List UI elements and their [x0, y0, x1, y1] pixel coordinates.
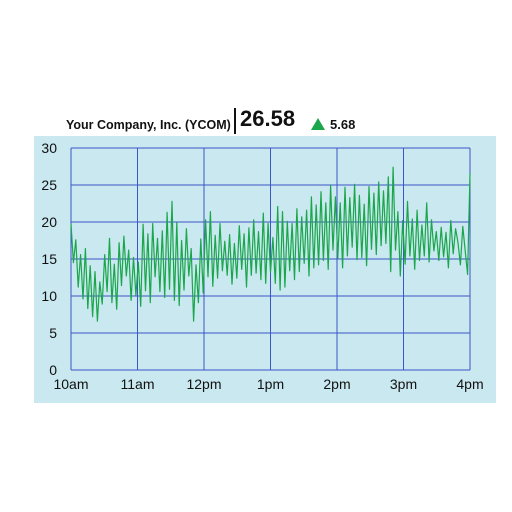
y-tick-label: 10: [41, 288, 57, 304]
y-tick-label: 5: [49, 325, 57, 341]
x-tick-label: 11am: [121, 376, 155, 392]
y-tick-label: 15: [41, 251, 57, 267]
y-tick-label: 25: [41, 177, 57, 193]
header-divider: [234, 108, 236, 134]
y-tick-label: 0: [49, 362, 57, 378]
price-change: 5.68: [330, 117, 356, 132]
x-tick-label: 4pm: [456, 376, 483, 392]
chart-panel: 0 5 10 15 20 25 30 10am 11am 12pm 1pm 2pm 3pm 4pm: [34, 136, 496, 403]
x-tick-label: 12pm: [186, 376, 221, 392]
line-chart: 0 5 10 15 20 25 30 10am 11am 12pm 1pm 2pm 3pm 4pm: [41, 140, 483, 392]
x-tick-label: 1pm: [257, 376, 284, 392]
x-tick-label: 2pm: [323, 376, 350, 392]
price-series-line: [70, 166, 471, 322]
up-arrow-icon: [311, 118, 325, 130]
stock-price: 26.58: [240, 106, 296, 131]
x-tick-label: 3pm: [390, 376, 417, 392]
y-tick-label: 20: [41, 214, 57, 230]
y-tick-label: 30: [41, 140, 57, 156]
company-name: Your Company, Inc. (YCOM): [66, 118, 231, 132]
x-tick-label: 10am: [53, 376, 88, 392]
